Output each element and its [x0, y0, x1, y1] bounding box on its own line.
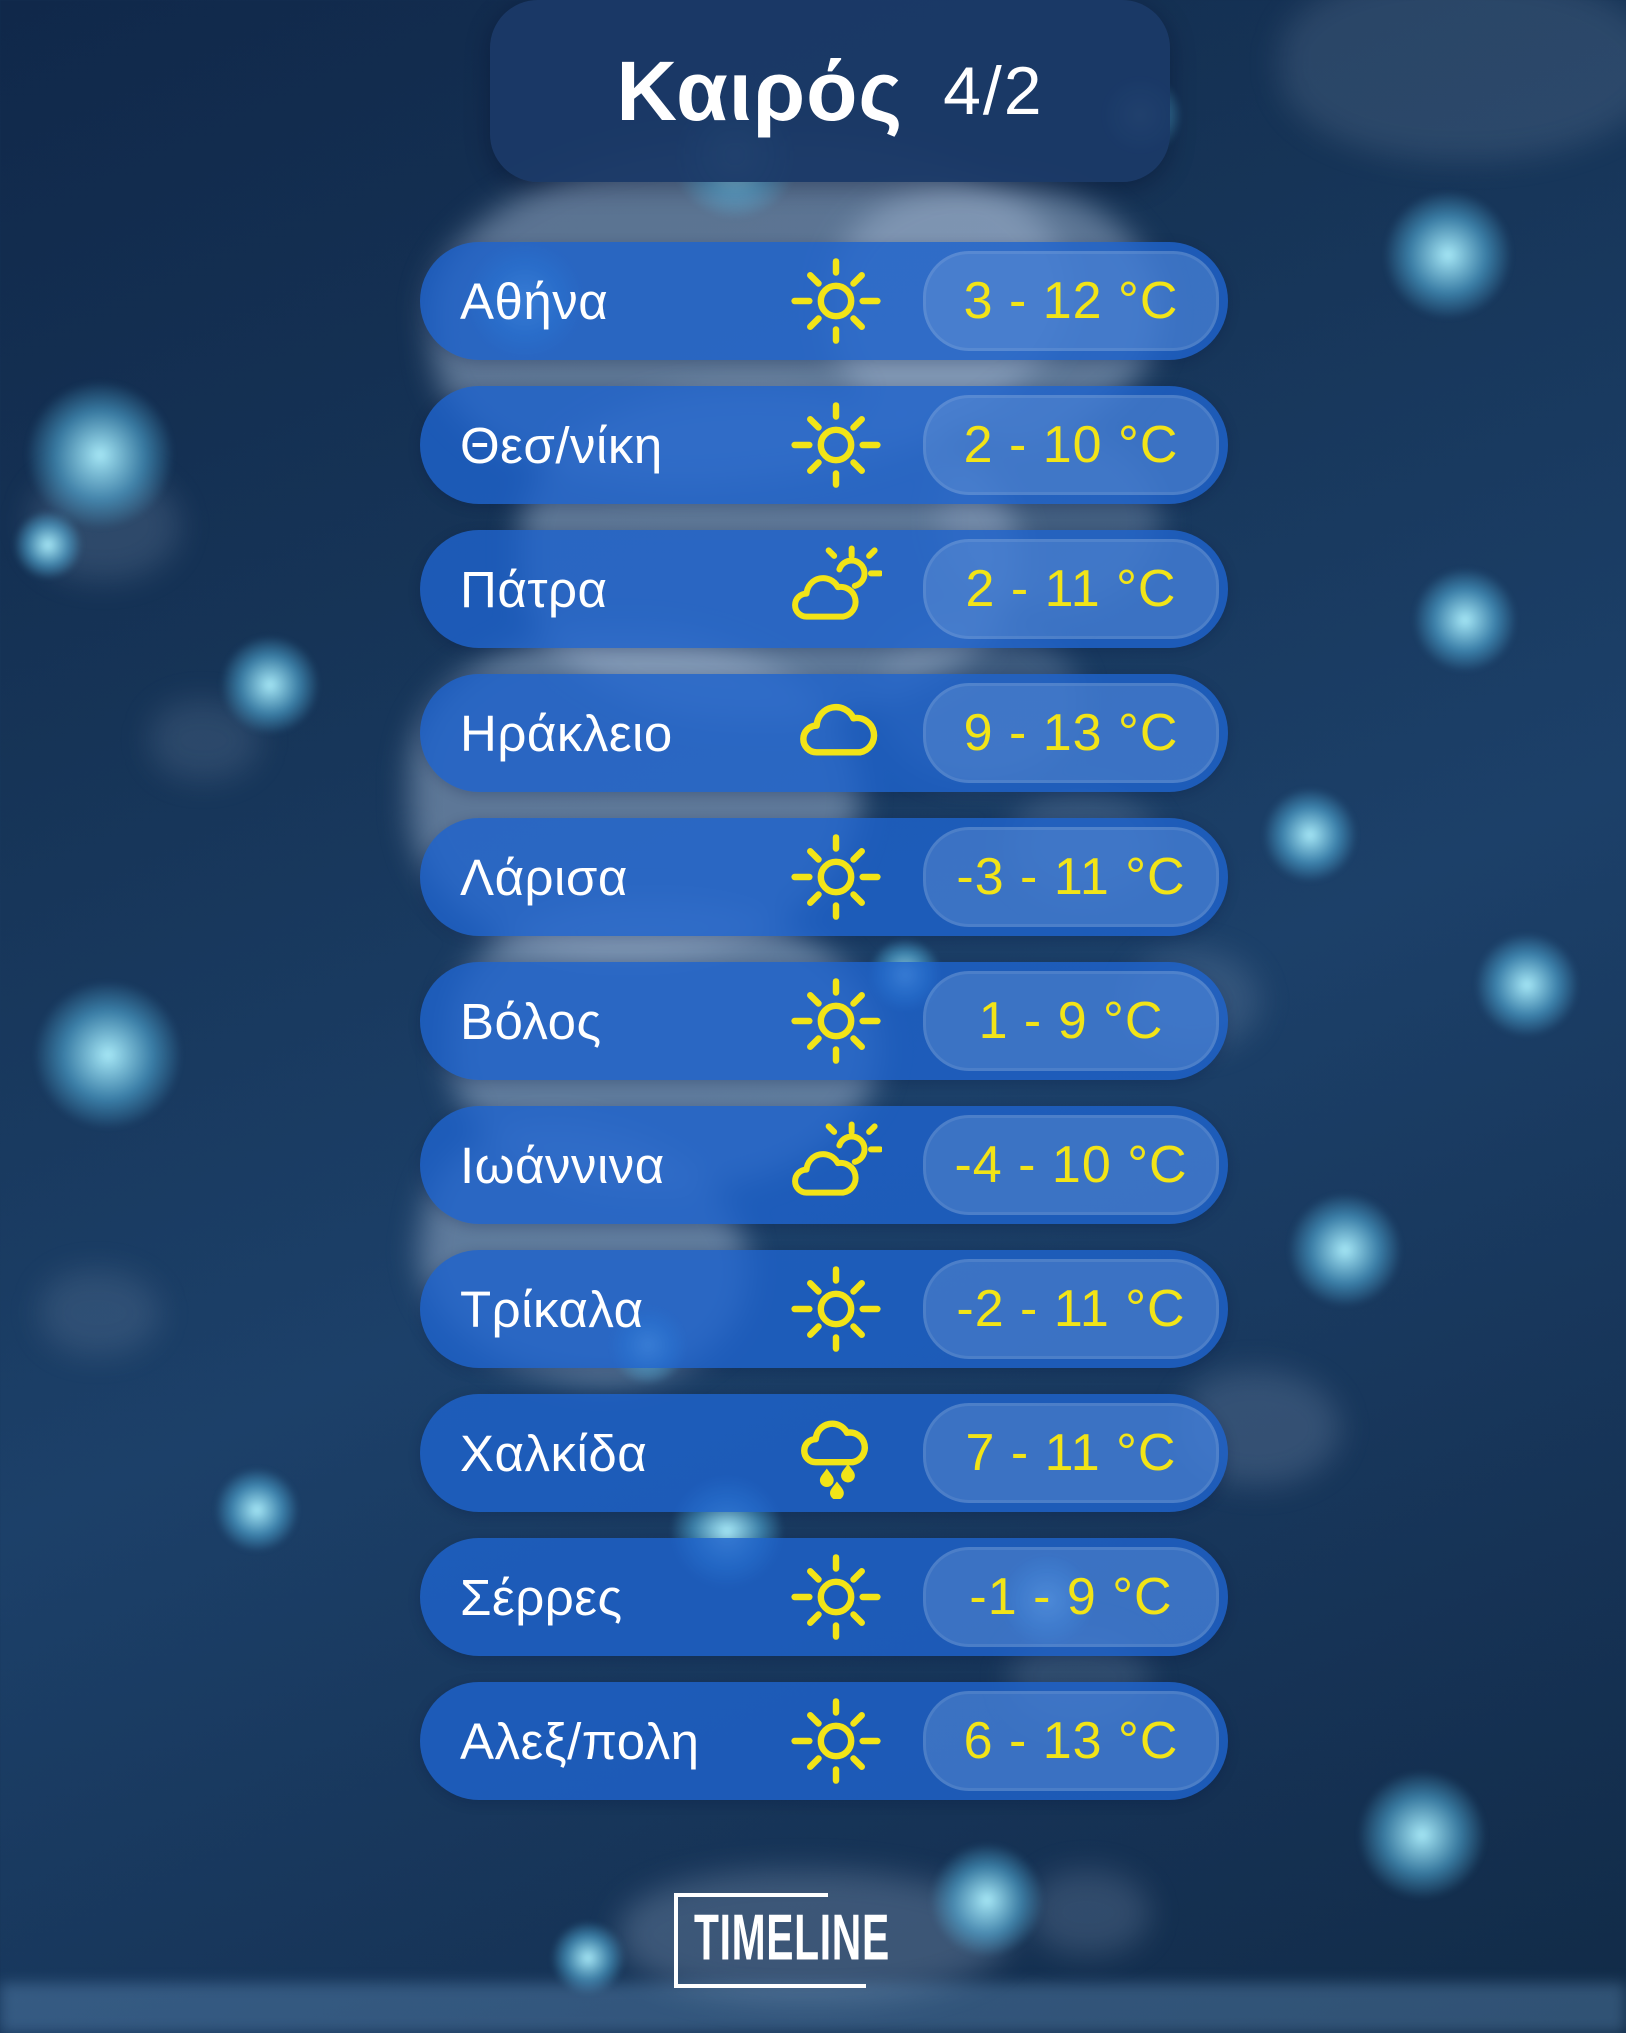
sun-icon — [752, 255, 920, 347]
temp-pill: 3 - 12 °C — [923, 251, 1219, 351]
glow-dot — [1287, 1192, 1403, 1308]
temp-value: -3 - 11 °C — [956, 848, 1186, 906]
city-label: Αλεξ/πολη — [460, 1712, 700, 1770]
sun-icon — [752, 399, 920, 491]
map-landmass — [1280, 0, 1626, 160]
forecast-row: Αλεξ/πολη 6 - 13 °C — [420, 1682, 1228, 1800]
sun-icon — [752, 1551, 920, 1643]
city-label: Τρίκαλα — [460, 1280, 644, 1338]
temp-value: -1 - 9 °C — [969, 1568, 1173, 1626]
forecast-row: Χαλκίδα 7 - 11 °C — [420, 1394, 1228, 1512]
sun-icon — [752, 831, 920, 923]
rain-icon — [752, 1407, 920, 1499]
temp-value: 3 - 12 °C — [963, 272, 1179, 330]
temp-value: 1 - 9 °C — [978, 992, 1164, 1050]
glow-dot — [13, 510, 83, 580]
map-island — [40, 1270, 160, 1355]
city-label: Σέρρες — [460, 1568, 623, 1626]
forecast-row: Πάτρα 2 - 11 °C — [420, 530, 1228, 648]
temp-pill: -3 - 11 °C — [923, 827, 1219, 927]
city-label: Βόλος — [460, 992, 602, 1050]
timeline-logo: TIMELINE — [674, 1893, 988, 1988]
glow-dot — [1474, 932, 1580, 1038]
logo-frame: TIMELINE — [674, 1893, 988, 1988]
temp-value: 6 - 13 °C — [963, 1712, 1179, 1770]
temp-value: 7 - 11 °C — [965, 1424, 1177, 1482]
glow-dot — [1412, 567, 1518, 673]
glow-dot — [1383, 190, 1513, 320]
forecast-row: Ηράκλειο 9 - 13 °C — [420, 674, 1228, 792]
forecast-row: Αθήνα 3 - 12 °C — [420, 242, 1228, 360]
temp-pill: -2 - 11 °C — [923, 1259, 1219, 1359]
temp-pill: 9 - 13 °C — [923, 683, 1219, 783]
logo-text: TIMELINE — [694, 1901, 890, 1974]
city-label: Χαλκίδα — [460, 1424, 648, 1482]
temp-pill: 7 - 11 °C — [923, 1403, 1219, 1503]
sun-cloud-icon — [752, 1119, 920, 1211]
glow-dot — [214, 1467, 300, 1553]
temp-pill: 1 - 9 °C — [923, 971, 1219, 1071]
temp-value: 2 - 11 °C — [965, 560, 1177, 618]
forecast-row: Ιωάννινα -4 - 10 °C — [420, 1106, 1228, 1224]
temp-value: 2 - 10 °C — [963, 416, 1179, 474]
page-title: Καιρός — [616, 43, 904, 138]
city-label: Θεσ/νίκη — [460, 416, 663, 474]
sun-cloud-icon — [752, 543, 920, 635]
city-label: Αθήνα — [460, 272, 609, 330]
sun-icon — [752, 975, 920, 1067]
city-label: Ιωάννινα — [460, 1136, 665, 1194]
temp-pill: -4 - 10 °C — [923, 1115, 1219, 1215]
temp-value: 9 - 13 °C — [963, 704, 1179, 762]
forecast-row: Λάρισα -3 - 11 °C — [420, 818, 1228, 936]
temp-pill: 6 - 13 °C — [923, 1691, 1219, 1791]
temp-value: -2 - 11 °C — [956, 1280, 1186, 1338]
title-date: 4/2 — [943, 53, 1044, 129]
glow-dot — [33, 980, 183, 1130]
temp-pill: -1 - 9 °C — [923, 1547, 1219, 1647]
glow-dot — [550, 1920, 626, 1996]
temp-pill: 2 - 11 °C — [923, 539, 1219, 639]
cloud-icon — [752, 687, 920, 779]
forecast-row: Σέρρες -1 - 9 °C — [420, 1538, 1228, 1656]
sun-icon — [752, 1263, 920, 1355]
forecast-row: Θεσ/νίκη 2 - 10 °C — [420, 386, 1228, 504]
title-bar: Καιρός 4/2 — [490, 0, 1170, 182]
temp-value: -4 - 10 °C — [954, 1136, 1188, 1194]
city-label: Λάρισα — [460, 848, 628, 906]
glow-dot — [220, 635, 320, 735]
glow-dot — [1357, 1770, 1487, 1900]
temp-pill: 2 - 10 °C — [923, 395, 1219, 495]
forecast-row: Τρίκαλα -2 - 11 °C — [420, 1250, 1228, 1368]
city-label: Πάτρα — [460, 560, 608, 618]
map-island — [1030, 1870, 1150, 1955]
forecast-list: Αθήνα 3 - 12 °C Θεσ/νίκη 2 - 10 °C Πάτρα… — [420, 242, 1228, 1800]
forecast-row: Βόλος 1 - 9 °C — [420, 962, 1228, 1080]
sun-icon — [752, 1695, 920, 1787]
city-label: Ηράκλειο — [460, 704, 673, 762]
glow-dot — [929, 1842, 1045, 1958]
glow-dot — [1262, 787, 1358, 883]
glow-dot — [25, 380, 175, 530]
bottom-sea-band — [0, 1983, 1626, 2033]
